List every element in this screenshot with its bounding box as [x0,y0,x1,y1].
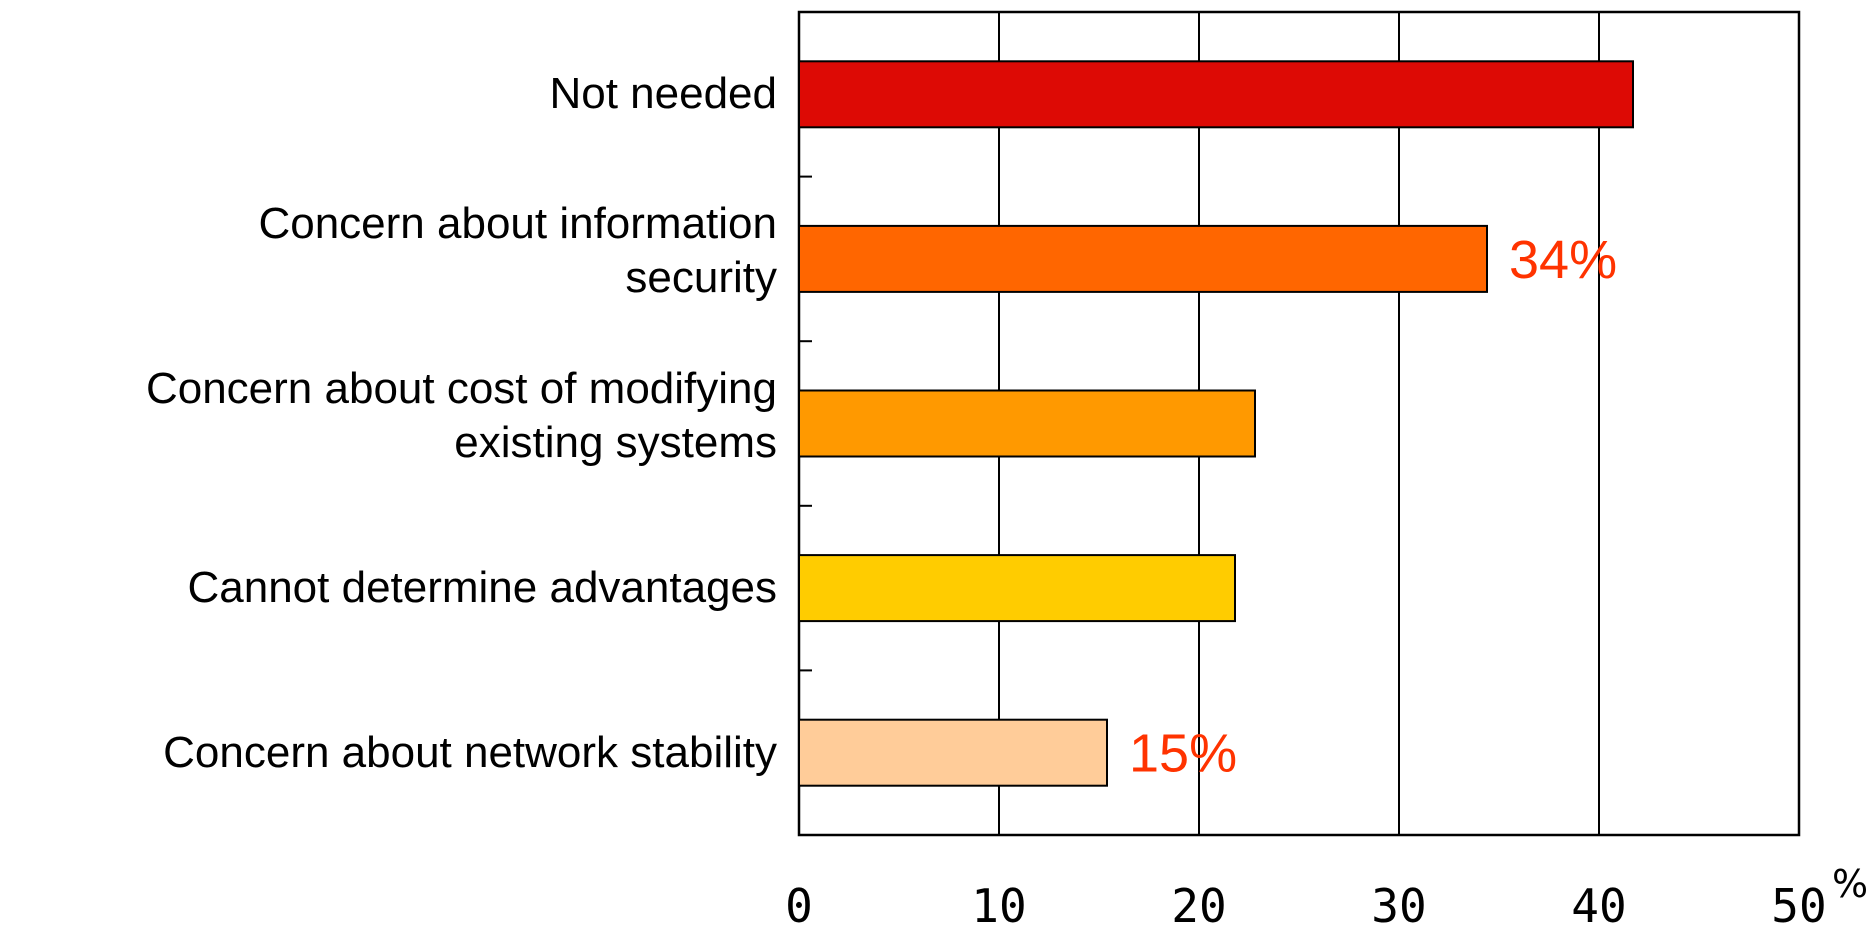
x-tick-label-10: 10 [971,879,1026,929]
category-label-1: Concern about information security [258,198,777,302]
x-tick-label-40: 40 [1571,879,1626,929]
data-label-1: 34% [1509,230,1617,290]
bar-4 [798,718,1108,787]
bar-1 [798,224,1488,293]
bar-2 [798,389,1256,458]
data-label-4: 15% [1129,724,1237,784]
x-tick-label-30: 30 [1371,879,1426,929]
bar-0 [798,60,1634,129]
x-tick-label-0: 0 [785,879,813,929]
x-tick-label-20: 20 [1171,879,1226,929]
category-label-3: Cannot determine advantages [187,563,777,613]
category-label-2: Concern about cost of modifying existing… [145,363,777,467]
x-tick-label-50: 50 [1771,879,1826,929]
bar-3 [798,554,1236,623]
x-unit-label: % [1832,862,1868,906]
category-label-4: Concern about network stability [163,727,777,777]
category-label-0: Not needed [549,69,777,119]
